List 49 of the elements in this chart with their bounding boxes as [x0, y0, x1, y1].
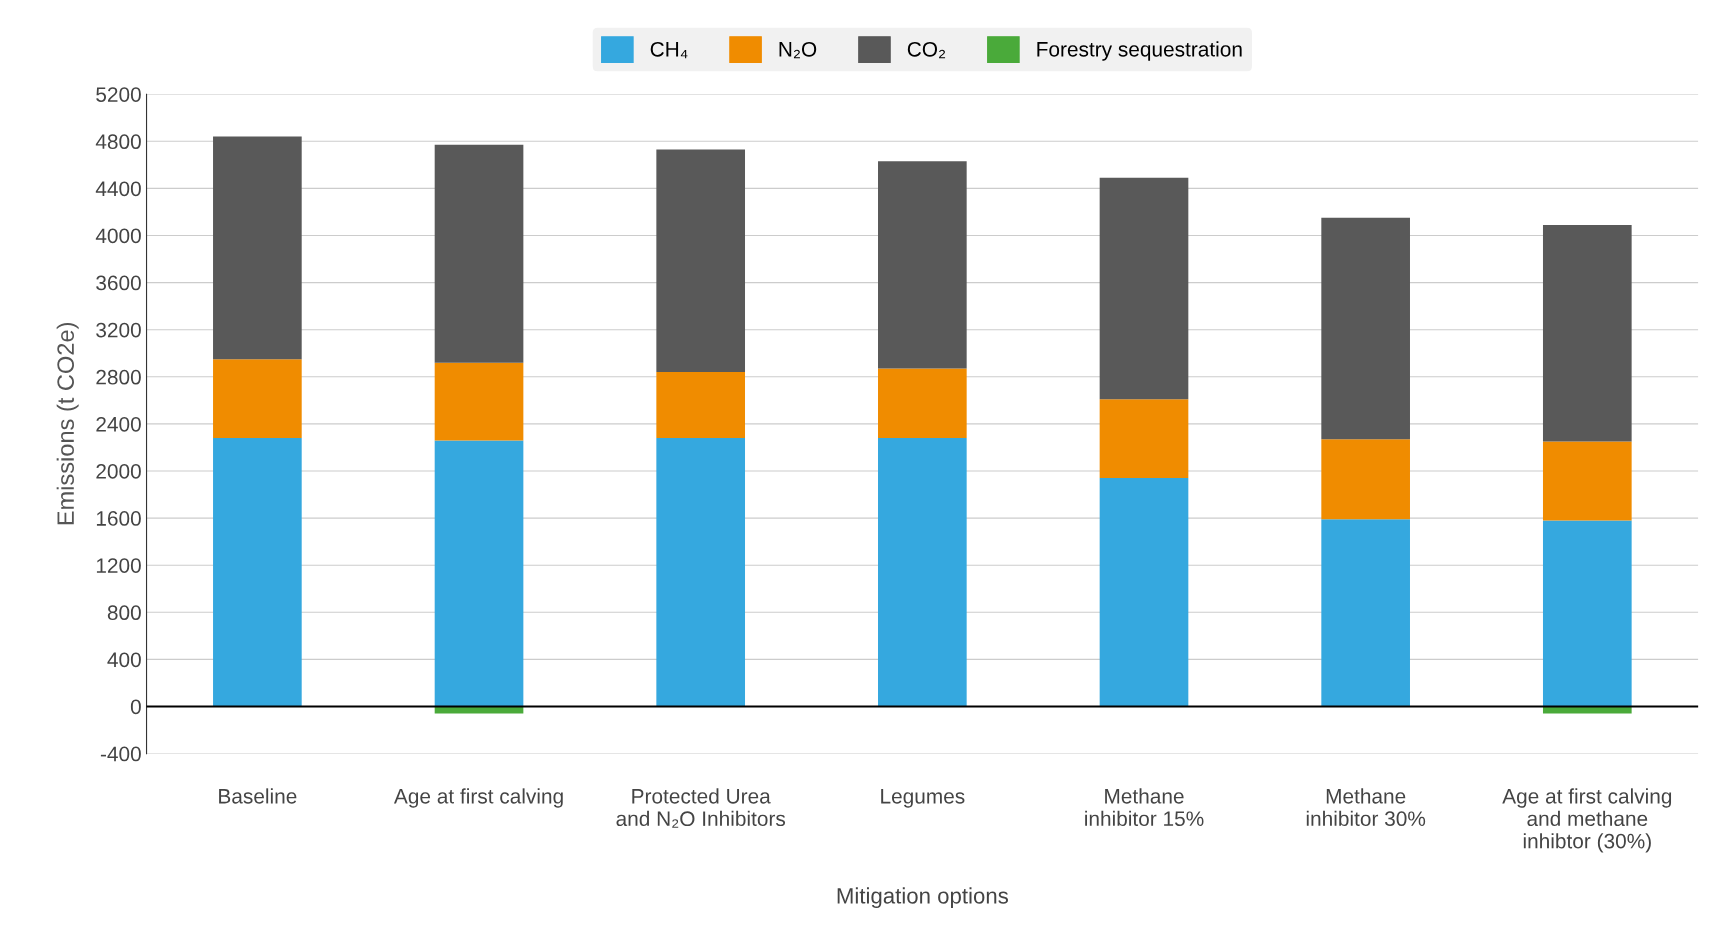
x-tick-label: Legumes [881, 789, 965, 808]
y-tick-label: 2800 [96, 369, 141, 385]
y-tick-label: 4400 [95, 181, 141, 197]
bar [434, 144, 524, 363]
y-tick-label: 4800 [95, 134, 141, 150]
legend-label: CH₄ [650, 41, 688, 59]
bar [213, 359, 302, 439]
bar [1099, 399, 1189, 479]
y-tick-label: 5200 [96, 87, 141, 102]
y-tick-label: -400 [100, 746, 141, 762]
y-axis-title: Emissions (t CO2e) [56, 323, 79, 525]
y-tick-label: 2000 [96, 464, 141, 479]
bar [1542, 520, 1632, 707]
legend-label: N₂O [779, 41, 817, 59]
y-tick-label: 3600 [96, 275, 141, 291]
bar [1321, 217, 1410, 440]
bar [213, 438, 302, 707]
y-tick-label: 4000 [95, 228, 141, 244]
bar [656, 372, 746, 439]
bar [1542, 224, 1632, 442]
y-tick-label: 400 [107, 652, 141, 668]
bar [878, 368, 967, 439]
legend-label: CO₂ [907, 41, 946, 59]
x-tick-label: Methane inhibitor 15% [1085, 788, 1204, 827]
bar [878, 438, 967, 707]
bar [1321, 439, 1410, 520]
bar [1321, 519, 1410, 707]
y-tick-label: 0 [130, 699, 141, 715]
bar [1099, 177, 1189, 400]
bar [656, 149, 746, 373]
y-tick-label: 1200 [96, 558, 141, 573]
x-tick-label: Baseline [219, 788, 297, 804]
x-tick-label: Age at first calving and methane inhibtor (30%) [1502, 788, 1672, 853]
x-tick-label: Methane inhibitor 30% [1306, 788, 1426, 827]
bar [434, 440, 524, 707]
y-tick-label: 3200 [96, 322, 141, 338]
x-tick-label: Protected Urea and N₂O Inhibitors [616, 788, 786, 828]
bar [213, 136, 302, 360]
y-tick-label: 1600 [96, 511, 141, 526]
x-axis-title: Mitigation options [837, 887, 1009, 909]
bar [1542, 441, 1632, 521]
bar [656, 438, 746, 707]
x-tick-label: Age at first calving [393, 788, 563, 808]
bar [1099, 478, 1189, 707]
legend-label: Forestry sequestration [1037, 41, 1242, 61]
bar [434, 362, 524, 441]
y-tick-label: 2400 [96, 416, 141, 432]
bar [878, 161, 967, 369]
y-tick-label: 800 [107, 605, 141, 621]
